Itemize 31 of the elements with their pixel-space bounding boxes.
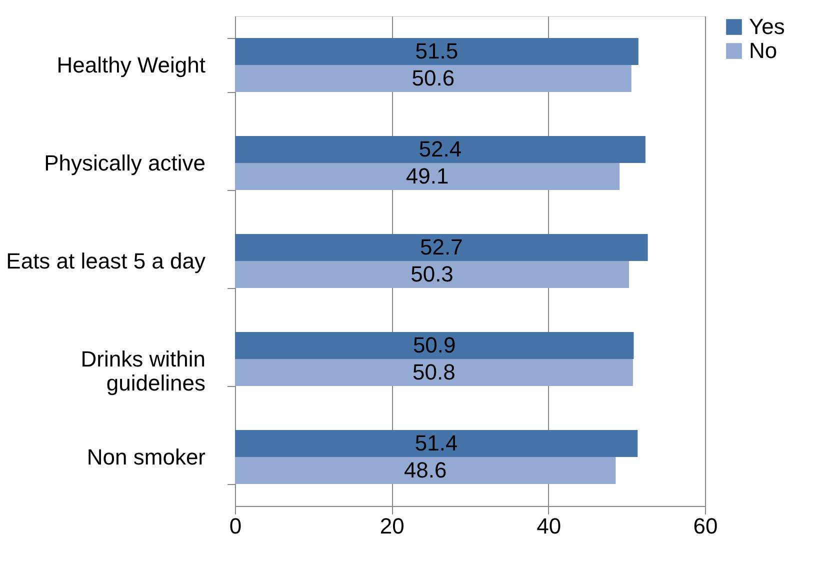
legend-label: No (749, 38, 778, 63)
bar (235, 359, 633, 386)
data-label: 50.9 (412, 332, 456, 358)
bar (235, 332, 634, 359)
x-tick-label: 40 (536, 514, 562, 538)
bar (235, 234, 648, 261)
bar (235, 430, 638, 457)
y-tick-label: Physically active (44, 150, 206, 176)
data-label: 52.4 (418, 136, 462, 162)
data-label: 51.4 (414, 430, 458, 456)
x-tick-label: 60 (693, 514, 718, 538)
bar (235, 261, 630, 288)
y-tick-label: Drinks within guidelines (80, 346, 206, 396)
data-label: 51.5 (415, 38, 458, 64)
x-tick-label: 20 (380, 514, 404, 538)
y-tick-label: Non smoker (86, 444, 206, 470)
bar (235, 163, 620, 190)
bar (235, 38, 638, 65)
data-label: 52.7 (420, 234, 463, 260)
bar (235, 136, 646, 163)
data-label: 49.1 (406, 163, 449, 188)
y-tick-label: Healthy Weight (56, 52, 206, 78)
data-label: 50.6 (412, 65, 455, 90)
data-label: 48.6 (404, 457, 447, 482)
x-tick-label: 0 (229, 514, 242, 538)
bar (235, 65, 632, 92)
bar (235, 457, 616, 484)
data-label: 50.8 (412, 359, 456, 384)
y-tick-label: Eats at least 5 a day (6, 248, 206, 274)
legend-label: Yes (749, 14, 785, 39)
data-label: 50.3 (410, 261, 454, 286)
